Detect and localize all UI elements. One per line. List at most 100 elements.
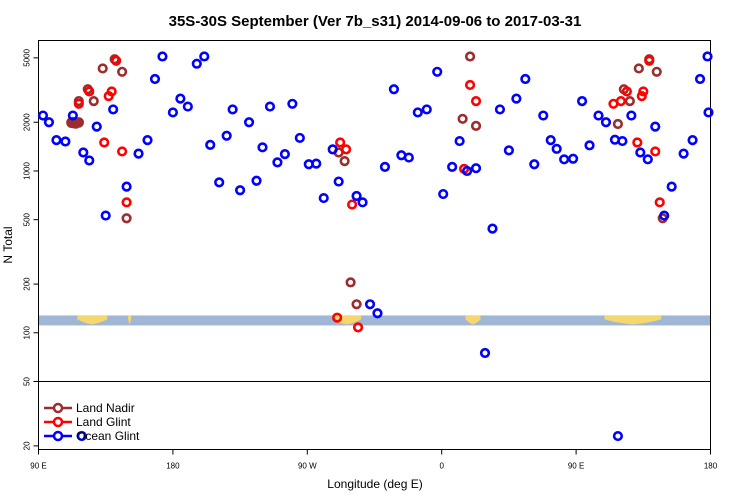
legend-label: Land Nadir (76, 401, 135, 415)
legend-item-land-nadir: Land Nadir (44, 401, 135, 415)
data-point (447, 161, 458, 172)
data-point (568, 153, 579, 164)
data-point (227, 104, 238, 115)
x-tick-label: 90 E (30, 462, 46, 471)
data-point (339, 156, 350, 167)
y-axis: 20 50 100 200 500 1000 2000 5000 (23, 48, 39, 450)
data-point (678, 148, 689, 159)
series-land-glint (73, 55, 665, 333)
data-point (84, 155, 95, 166)
data-point (51, 135, 62, 146)
data-point (106, 86, 117, 97)
y-tick-label: 500 (23, 212, 32, 226)
data-point (149, 73, 161, 85)
legend-item-land-glint: Land Glint (44, 415, 131, 429)
data-point (615, 96, 627, 107)
data-point (650, 146, 661, 157)
data-point (636, 91, 647, 102)
x-tick-label: 90 E (568, 462, 584, 471)
x-tick-label: 90 W (298, 462, 317, 471)
data-point (464, 79, 476, 91)
data-point (121, 181, 132, 192)
data-point (91, 121, 102, 132)
y-tick-label: 5000 (23, 48, 32, 66)
data-point (78, 147, 89, 158)
land-mass (465, 315, 481, 325)
data-point (221, 130, 232, 141)
data-point (335, 137, 346, 148)
data-point (243, 117, 255, 128)
data-point (67, 110, 78, 121)
data-point (487, 223, 498, 234)
y-tick-label: 100 (23, 326, 32, 340)
data-point (650, 121, 661, 132)
legend-marker (52, 416, 64, 428)
data-point (251, 175, 262, 186)
data-point (97, 63, 108, 74)
data-point (494, 104, 506, 115)
data-point (76, 430, 87, 442)
data-point (73, 98, 84, 109)
y-tick-label: 1000 (23, 162, 32, 180)
data-point (333, 176, 344, 187)
data-point (617, 135, 628, 147)
data-point (311, 158, 322, 169)
data-point (272, 157, 283, 168)
data-point (372, 308, 383, 319)
data-point (470, 163, 482, 174)
data-point (503, 145, 515, 156)
series-ocean-glint (37, 51, 714, 442)
data-point (593, 110, 604, 121)
data-point (529, 159, 540, 170)
data-point (511, 93, 522, 104)
data-point (633, 63, 644, 74)
ocean-band (38, 315, 711, 326)
data-point (538, 110, 549, 121)
data-point (600, 117, 612, 128)
data-point (621, 86, 632, 97)
data-point (294, 132, 305, 144)
data-point (111, 55, 122, 66)
data-point (191, 58, 202, 69)
data-point (403, 152, 414, 163)
data-point (167, 107, 178, 118)
y-tick-label: 20 (23, 441, 32, 450)
y-axis-label: N Total (1, 226, 15, 263)
data-point (635, 147, 646, 158)
data-point (214, 177, 225, 188)
data-point (470, 120, 482, 131)
data-point (157, 51, 168, 62)
data-points (37, 51, 714, 442)
data-point (99, 137, 110, 148)
data-point (117, 146, 128, 157)
data-point (464, 51, 476, 62)
data-point (642, 154, 653, 165)
data-point (121, 213, 132, 224)
data-point (454, 135, 465, 147)
data-point (654, 197, 665, 208)
y-tick-label: 50 (23, 377, 32, 386)
data-point (182, 101, 193, 112)
data-point (457, 113, 468, 124)
data-point (117, 66, 128, 77)
land-mass (77, 315, 108, 325)
legend-marker (52, 402, 64, 414)
y-tick-label: 200 (23, 277, 32, 291)
data-point (545, 135, 556, 146)
data-point (388, 84, 400, 95)
data-point (257, 142, 268, 153)
data-point (702, 51, 713, 62)
data-point (479, 347, 491, 359)
data-point (659, 210, 670, 221)
data-point (347, 199, 358, 210)
data-point (364, 299, 376, 310)
data-point (73, 117, 84, 128)
data-point (351, 190, 362, 202)
data-point (694, 73, 706, 85)
y-tick-label: 2000 (23, 113, 32, 131)
data-point (133, 148, 144, 159)
x-tick-label: 180 (166, 462, 180, 471)
land-mass (604, 315, 662, 325)
data-point (287, 98, 298, 109)
